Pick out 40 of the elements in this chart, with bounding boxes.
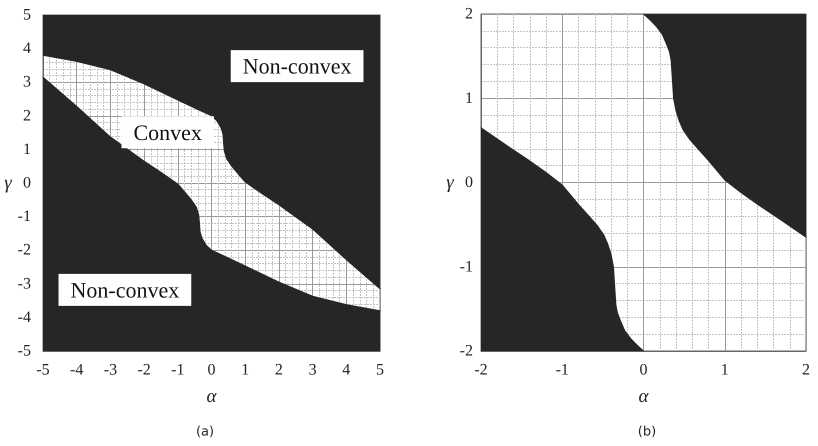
x-tick-label: 0: [640, 362, 648, 378]
x-tick-label: -5: [36, 362, 50, 378]
x-tick-label: 2: [274, 362, 283, 378]
y-tick-label: 1: [465, 90, 473, 107]
annotation: Convex: [133, 120, 202, 145]
y-tick-label: 4: [23, 40, 31, 58]
y-tick-label: 2: [465, 6, 473, 22]
y-tick-label: -2: [18, 242, 31, 259]
x-tick-label: 4: [342, 362, 350, 378]
y-axis-title: γ: [446, 172, 454, 193]
y-tick-label: -1: [460, 258, 473, 276]
y-tick-label: 0: [465, 174, 473, 191]
x-tick-label: -3: [104, 362, 118, 378]
x-tick-label: -1: [556, 362, 569, 378]
y-tick-label: -3: [18, 275, 31, 292]
x-tick-label: -4: [70, 362, 84, 378]
annotation: Non-convex: [242, 54, 352, 79]
x-tick-label: -1: [171, 362, 184, 378]
y-tick-label: -1: [18, 208, 31, 226]
y-tick-label: -4: [18, 308, 31, 326]
y-tick-label: 0: [23, 174, 31, 192]
x-axis-title: α: [206, 386, 218, 407]
x-tick-label: 1: [241, 362, 250, 378]
x-tick-label: 2: [802, 362, 810, 378]
y-axis-title: γ: [4, 172, 12, 194]
annotation: Non-convex: [70, 277, 180, 302]
y-tick-label: 5: [23, 6, 31, 24]
y-tick-label: -5: [18, 342, 31, 360]
x-tick-label: 3: [308, 362, 317, 378]
x-tick-label: -2: [137, 362, 151, 378]
y-tick-label: 2: [23, 107, 31, 124]
x-tick-label: 5: [376, 362, 384, 378]
x-axis-title: α: [638, 386, 650, 407]
text: (b): [638, 424, 656, 440]
text: (a): [196, 424, 214, 440]
x-tick-label: 0: [208, 362, 216, 378]
y-tick-label: 3: [23, 74, 31, 91]
y-tick-label: -2: [460, 342, 473, 360]
x-tick-label: 1: [720, 362, 729, 378]
y-tick-label: 1: [23, 140, 31, 158]
